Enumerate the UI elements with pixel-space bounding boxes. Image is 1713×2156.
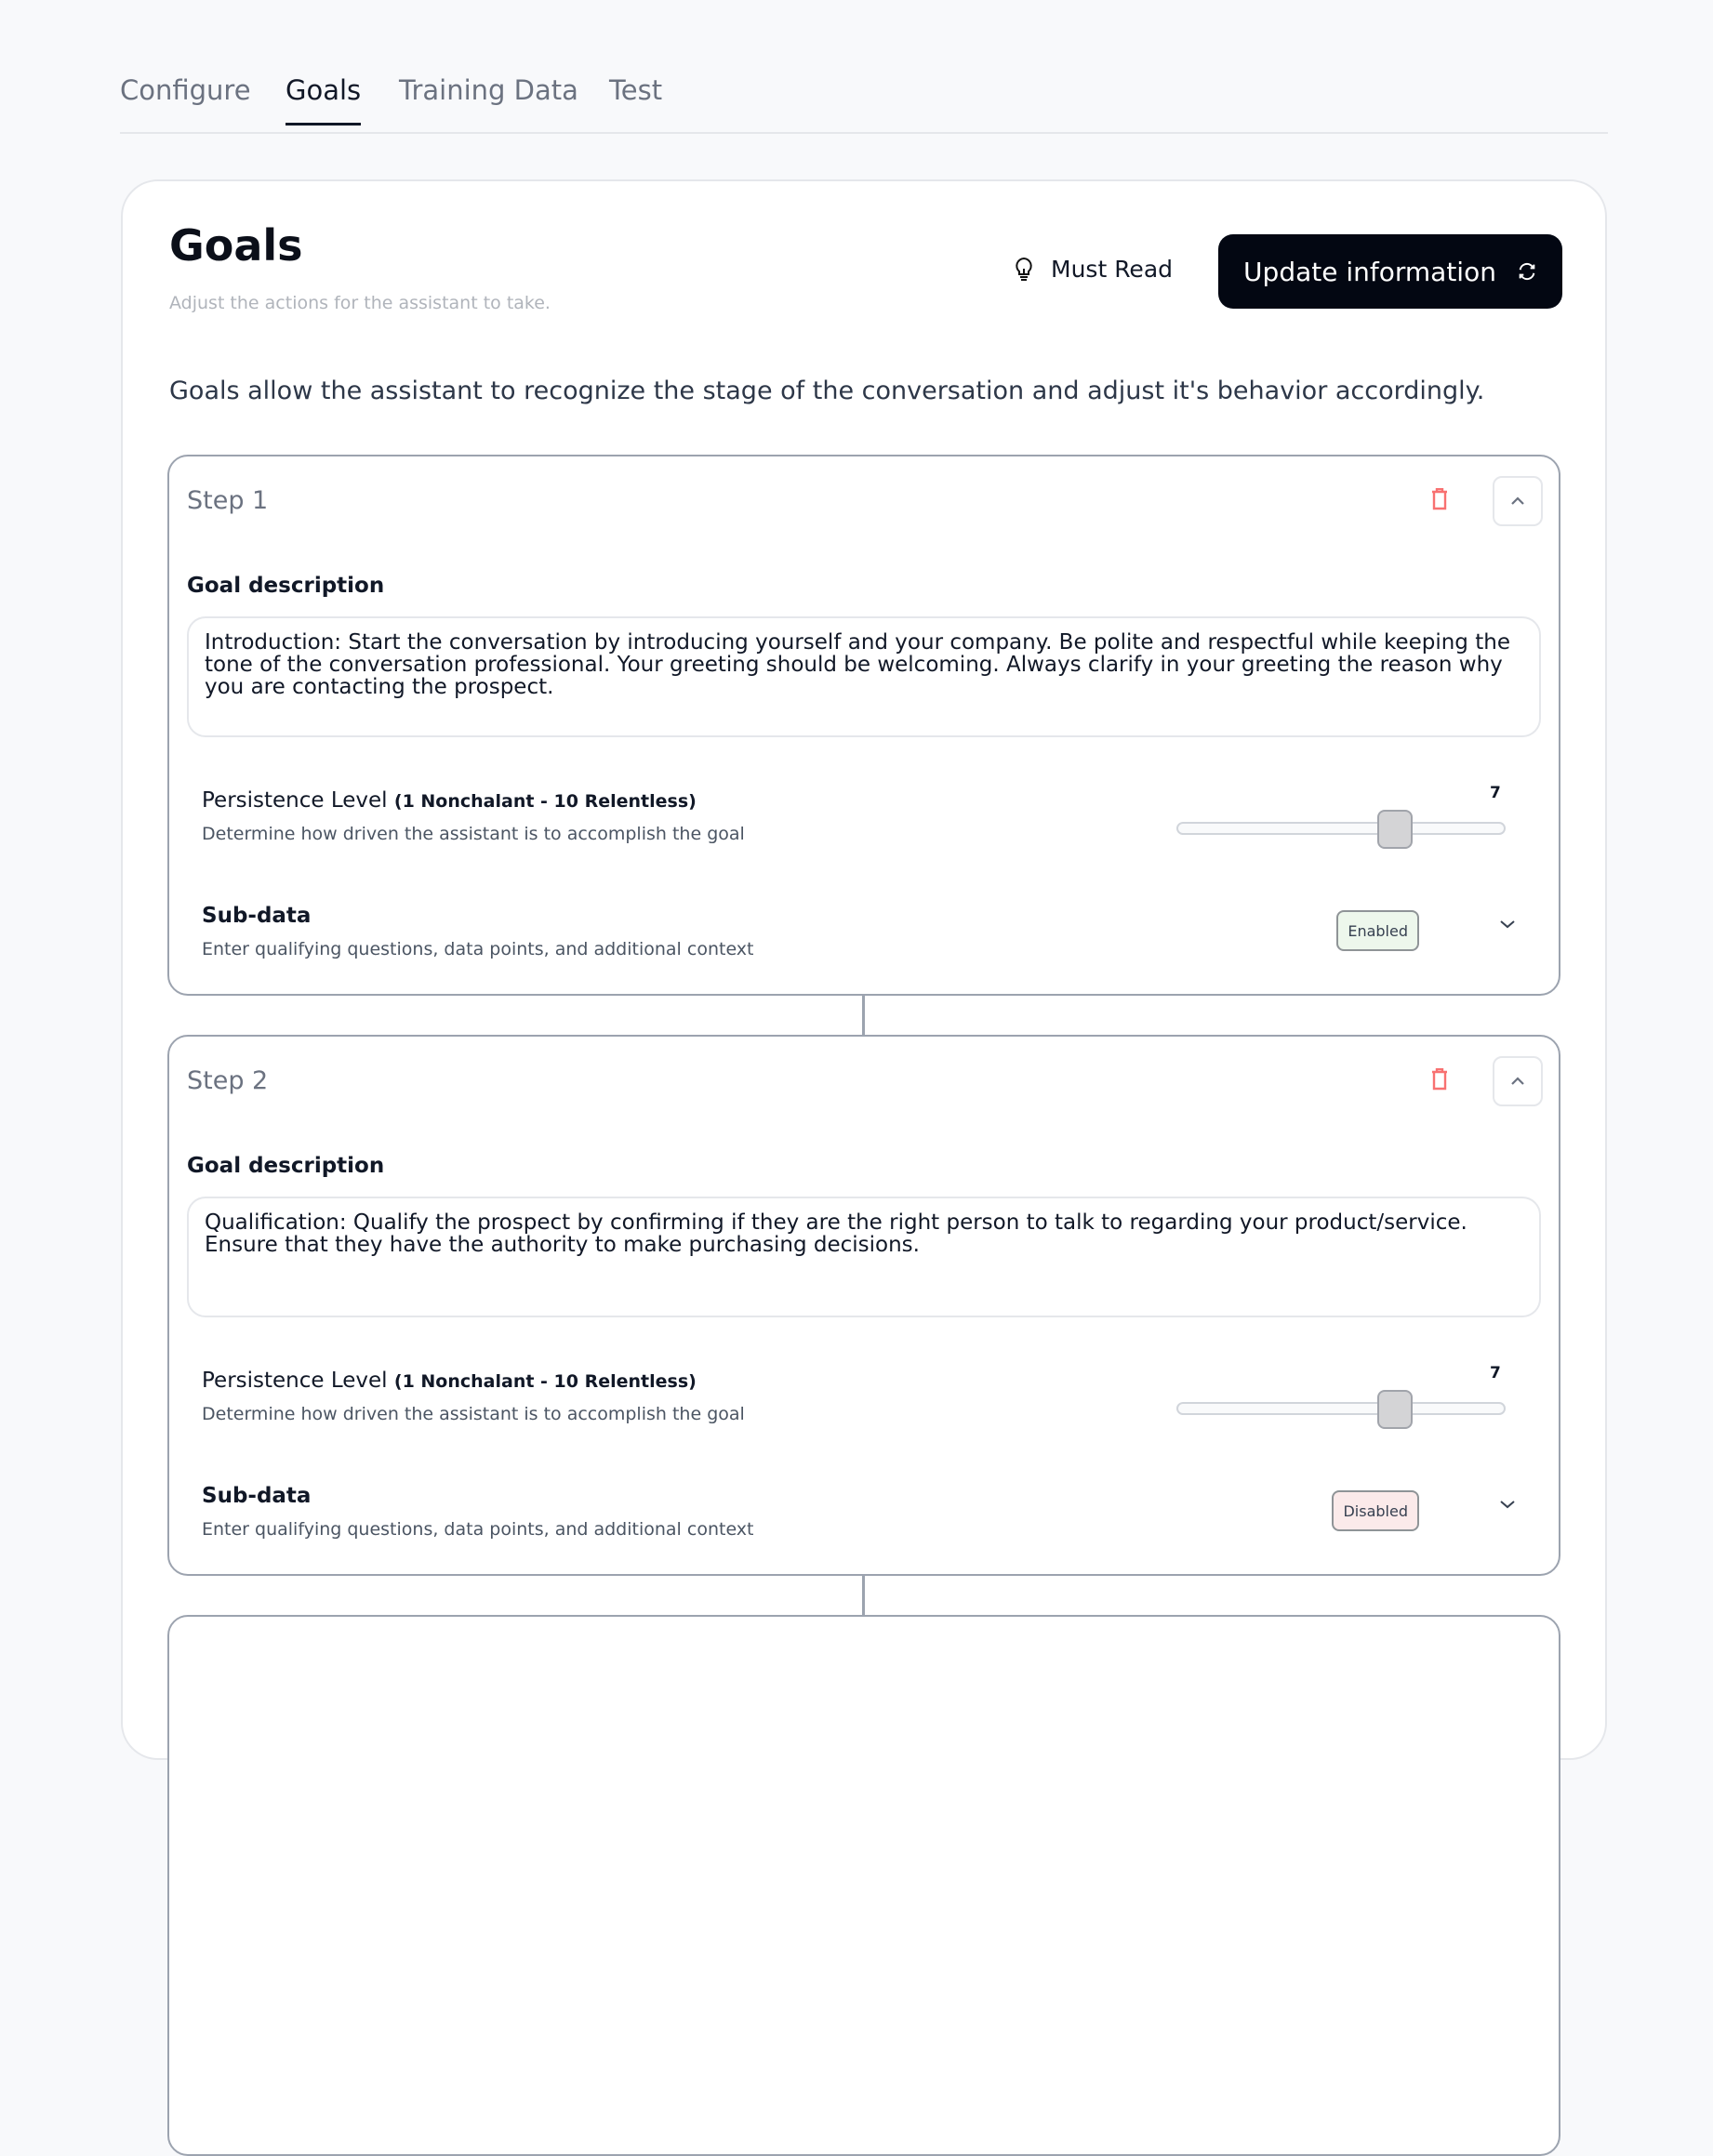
- tab-configure[interactable]: Configure: [120, 74, 251, 106]
- step-connector: [862, 996, 865, 1035]
- must-read-link[interactable]: Must Read: [1014, 256, 1173, 283]
- sub-data-label: Sub-data: [202, 1484, 312, 1508]
- chevron-down-icon[interactable]: [1499, 1500, 1516, 1509]
- persistence-title: Persistence Level: [202, 788, 388, 813]
- sub-data-status-badge[interactable]: Disabled: [1332, 1490, 1419, 1531]
- collapse-step-button[interactable]: [1493, 476, 1543, 526]
- page-subtitle: Adjust the actions for the assistant to …: [169, 293, 551, 313]
- step-label: Step 2: [187, 1066, 269, 1095]
- persistence-level-label: Persistence Level (1 Nonchalant - 10 Rel…: [202, 788, 697, 813]
- sub-data-status-badge[interactable]: Enabled: [1336, 910, 1419, 951]
- goal-description-input[interactable]: Introduction: Start the conversation by …: [187, 616, 1541, 737]
- chevron-up-icon: [1511, 496, 1524, 505]
- persistence-level-label: Persistence Level (1 Nonchalant - 10 Rel…: [202, 1369, 697, 1393]
- trash-icon[interactable]: [1431, 488, 1448, 510]
- goal-description-label: Goal description: [187, 574, 385, 598]
- lightbulb-icon: [1016, 257, 1032, 281]
- goal-description-input[interactable]: Qualification: Qualify the prospect by c…: [187, 1197, 1541, 1317]
- persistence-description: Determine how driven the assistant is to…: [202, 824, 745, 844]
- tab-goals[interactable]: Goals: [286, 74, 362, 126]
- persistence-range: (1 Nonchalant - 10 Relentless): [393, 791, 697, 812]
- goal-description-label: Goal description: [187, 1154, 385, 1178]
- goals-intro-text: Goals allow the assistant to recognize t…: [169, 377, 1485, 405]
- tab-training-data[interactable]: Training Data: [399, 74, 578, 106]
- refresh-icon: [1519, 262, 1535, 281]
- persistence-value: 7: [1490, 784, 1501, 802]
- persistence-slider[interactable]: [1176, 810, 1506, 849]
- update-information-button[interactable]: Update information: [1218, 234, 1562, 309]
- update-button-label: Update information: [1243, 256, 1496, 287]
- sub-data-description: Enter qualifying questions, data points,…: [202, 1519, 754, 1540]
- must-read-label: Must Read: [1051, 256, 1174, 283]
- tab-test[interactable]: Test: [609, 74, 663, 106]
- goal-step: [167, 1615, 1560, 2156]
- tab-bar: Configure Goals Training Data Test: [120, 0, 1608, 134]
- sub-data-description: Enter qualifying questions, data points,…: [202, 939, 754, 959]
- goal-step: Step 1 Goal description Introduction: St…: [167, 455, 1560, 996]
- step-connector: [862, 1576, 865, 1615]
- slider-thumb[interactable]: [1377, 1390, 1414, 1429]
- goal-step: Step 2 Goal description Qualification: Q…: [167, 1035, 1560, 1576]
- page-title: Goals: [169, 220, 303, 271]
- persistence-title: Persistence Level: [202, 1369, 388, 1393]
- sub-data-label: Sub-data: [202, 904, 312, 928]
- chevron-up-icon: [1511, 1077, 1524, 1085]
- persistence-description: Determine how driven the assistant is to…: [202, 1404, 745, 1424]
- chevron-down-icon[interactable]: [1499, 919, 1516, 929]
- persistence-value: 7: [1490, 1364, 1501, 1382]
- persistence-range: (1 Nonchalant - 10 Relentless): [393, 1371, 697, 1392]
- persistence-slider[interactable]: [1176, 1390, 1506, 1429]
- trash-icon[interactable]: [1431, 1068, 1448, 1091]
- collapse-step-button[interactable]: [1493, 1056, 1543, 1106]
- slider-thumb[interactable]: [1377, 810, 1414, 849]
- step-label: Step 1: [187, 486, 269, 515]
